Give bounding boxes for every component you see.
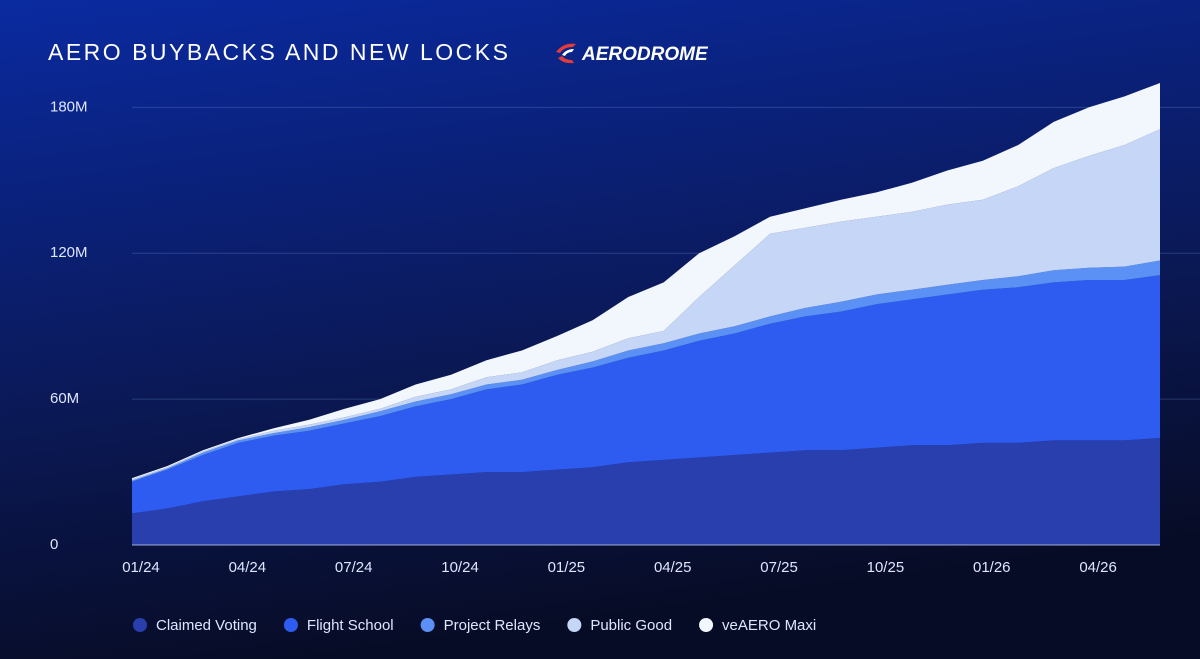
y-tick-label: 60M [50,390,79,407]
x-tick-label: 04/26 [1079,559,1117,576]
legend-swatch [133,618,147,632]
legend-swatch [283,618,298,632]
legend-label: Flight School [307,617,394,634]
area [132,275,1160,514]
chart-title: AERO BUYBACKS AND NEW LOCKS [48,39,510,65]
legend-label: Claimed Voting [156,617,257,634]
brand-name: AERODROME [581,44,709,65]
x-tick-label: 10/24 [441,559,479,576]
area [132,438,1160,545]
area [132,83,1160,480]
legend-item: veAERO Maxi [699,617,816,634]
legend-swatch [420,618,435,632]
area [132,129,1160,481]
x-tick-label: 01/25 [548,559,586,576]
legend-item: Claimed Voting [133,617,257,634]
legend-item: Project Relays [420,617,541,634]
x-tick-label: 01/24 [122,559,160,576]
legend-swatch [699,618,714,632]
brand-logo: AERODROME [556,43,709,65]
logo-icon [562,49,574,56]
y-tick-label: 180M [50,98,88,115]
x-tick-label: 04/24 [229,559,267,576]
x-tick-label: 07/25 [760,559,798,576]
legend-label: Project Relays [444,617,541,634]
x-tick-label: 10/25 [867,559,905,576]
legend-label: Public Good [590,617,672,634]
legend-label: veAERO Maxi [722,617,816,634]
logo-icon [556,43,576,64]
legend-item: Public Good [567,617,672,634]
legend-item: Flight School [283,617,394,634]
y-tick-label: 0 [50,536,58,553]
y-tick-label: 120M [50,244,88,261]
x-tick-label: 04/25 [654,559,692,576]
legend-swatch [567,618,582,632]
x-tick-label: 01/26 [973,559,1011,576]
x-tick-label: 07/24 [335,559,373,576]
